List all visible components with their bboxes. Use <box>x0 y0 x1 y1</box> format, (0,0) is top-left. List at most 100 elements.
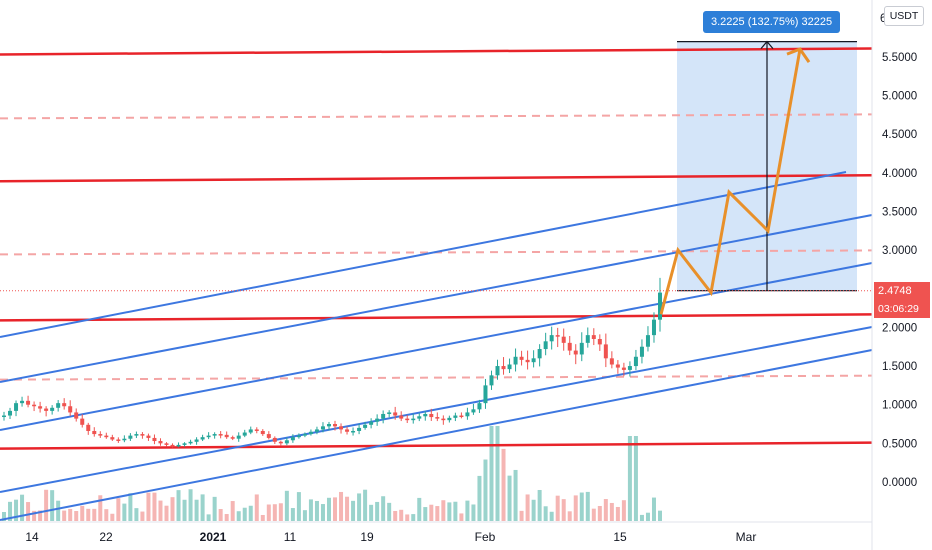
volume-bar <box>399 509 404 521</box>
volume-bar <box>333 497 338 521</box>
channel-line-3 <box>0 326 873 493</box>
volume-bar <box>170 497 175 521</box>
candle-body <box>74 412 79 419</box>
volume-bar <box>20 494 25 521</box>
measure-label: 3.2225 (132.75%) 32225 <box>703 11 841 33</box>
volume-bar <box>164 505 169 521</box>
level-line-1 <box>0 173 873 183</box>
candle-body <box>591 335 596 339</box>
volume-bar <box>116 498 121 521</box>
time-axis[interactable]: 14 22 2021 11 19 Feb 15 Mar <box>25 530 756 544</box>
candle-body <box>621 367 626 370</box>
candle-body <box>326 424 331 427</box>
candle-body <box>615 364 620 368</box>
volume-bar <box>627 436 632 521</box>
y-tick-label: 4.5000 <box>882 129 917 141</box>
horizontal-level-lines[interactable] <box>0 47 873 450</box>
candle-body <box>218 434 223 436</box>
volume-bar <box>98 495 103 521</box>
candle-body <box>278 441 283 444</box>
volume-bar <box>302 510 307 521</box>
candle-body <box>272 437 277 442</box>
y-tick-label: 4.0000 <box>882 168 917 180</box>
x-tick-label: Mar <box>736 530 757 544</box>
candle-body <box>248 429 253 433</box>
candle-body <box>423 413 428 417</box>
volume-bar <box>176 490 181 521</box>
candle-body <box>290 437 295 441</box>
volume-bar <box>158 500 163 521</box>
price-axis[interactable]: 5.5000 5.0000 4.5000 4.0000 3.5000 3.0000 2.00… <box>880 13 917 489</box>
candle-body <box>170 444 175 447</box>
quote-currency-label[interactable]: USDT <box>884 6 924 26</box>
y-tick-label: 0.0000 <box>882 477 917 489</box>
candle-body <box>561 336 566 343</box>
candle-body <box>573 350 578 355</box>
y-tick-label: 5.5000 <box>882 52 917 64</box>
candle-body <box>20 400 25 404</box>
candle-body <box>585 335 590 343</box>
volume-bar <box>387 502 392 521</box>
x-tick-label: 19 <box>360 530 374 544</box>
x-tick-label: 2021 <box>200 530 227 544</box>
candle-body <box>363 424 368 428</box>
candle-body <box>597 338 602 345</box>
candle-body <box>80 418 85 425</box>
volume-bar <box>453 501 458 521</box>
volume-bar <box>242 507 247 521</box>
candle-body <box>26 400 31 405</box>
candle-body <box>603 344 608 359</box>
y-tick-label: 3.0000 <box>882 245 917 257</box>
volume-bar <box>615 506 620 521</box>
volume-bar <box>351 500 356 521</box>
measure-tool[interactable] <box>677 40 857 292</box>
volume-bar <box>92 508 97 521</box>
bar-countdown-badge: 03:06:29 <box>874 299 930 318</box>
projection-path[interactable] <box>659 47 811 315</box>
candle-body <box>224 434 229 438</box>
volume-bar <box>549 511 554 521</box>
x-tick-label: 15 <box>613 530 627 544</box>
volume-bar <box>134 508 139 521</box>
candle-body <box>14 403 19 411</box>
candle-body <box>465 412 470 417</box>
candle-body <box>212 434 217 436</box>
volume-bar <box>86 508 91 521</box>
candle-body <box>375 418 380 422</box>
volume-bar <box>26 502 31 521</box>
volume-bar <box>152 492 157 521</box>
candle-body <box>567 342 572 351</box>
candles <box>2 277 662 448</box>
channel-lines[interactable] <box>0 171 873 521</box>
candle-body <box>50 407 55 411</box>
candle-body <box>435 417 440 419</box>
candle-body <box>483 385 488 404</box>
candle-body <box>351 430 356 433</box>
candle-body <box>164 443 169 445</box>
volume-bar <box>248 505 253 521</box>
candle-body <box>405 418 410 421</box>
volume-bar <box>645 512 650 521</box>
volume-bar <box>296 492 301 521</box>
volume-bar <box>435 506 440 521</box>
volume-bar <box>429 504 434 521</box>
volume-bar <box>32 510 37 521</box>
volume-bar <box>14 499 19 521</box>
volume-bar <box>38 510 43 521</box>
volume-bar <box>357 493 362 521</box>
volume-bar <box>375 501 380 521</box>
candle-body <box>296 435 301 438</box>
volume-bar <box>236 511 241 521</box>
candle-body <box>447 417 452 421</box>
candle-body <box>339 426 344 430</box>
channel-line-4 <box>0 349 873 521</box>
candle-body <box>633 356 638 367</box>
candle-body <box>417 416 422 419</box>
candle-body <box>188 441 193 444</box>
candle-body <box>86 424 91 431</box>
candle-body <box>651 319 656 336</box>
candle-body <box>555 335 560 337</box>
candle-body <box>230 437 235 439</box>
candle-body <box>242 432 247 436</box>
